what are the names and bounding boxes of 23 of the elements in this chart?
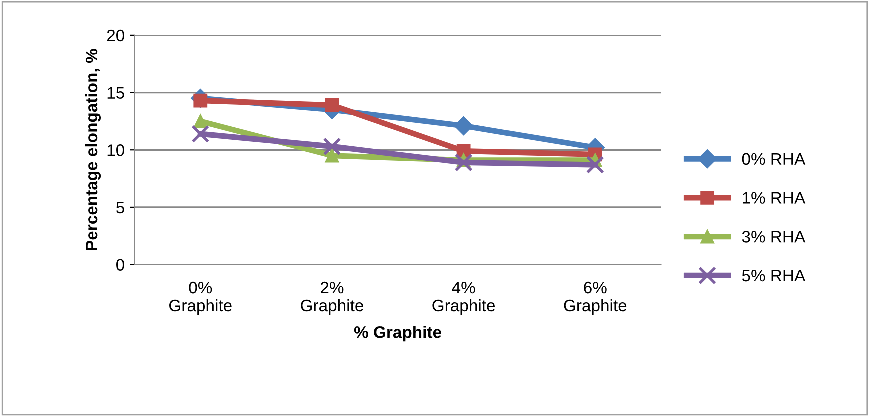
y-axis-title: Percentage elongation, % bbox=[85, 49, 102, 250]
legend-label: 3% RHA bbox=[742, 231, 806, 243]
point bbox=[192, 125, 210, 144]
x-tick-label: 6% Graphite bbox=[564, 282, 627, 315]
point bbox=[586, 156, 604, 174]
y-tick-label: 20 bbox=[107, 30, 124, 42]
x-tick-label: 2% Graphite bbox=[301, 282, 364, 315]
legend-label: 5% RHA bbox=[742, 270, 806, 282]
point bbox=[454, 116, 474, 136]
point bbox=[454, 154, 473, 172]
y-tick-label: 10 bbox=[108, 144, 124, 156]
point bbox=[325, 98, 340, 112]
point bbox=[325, 148, 340, 163]
x-axis-title: % Graphite bbox=[354, 326, 442, 342]
legend-label: 0% RHA bbox=[742, 153, 806, 166]
legend-label: 1% RHA bbox=[743, 192, 806, 204]
y-tick-label: 0 bbox=[116, 259, 124, 271]
y-tick-label: 5 bbox=[116, 202, 124, 214]
point bbox=[323, 138, 342, 156]
x-tick-label: 0% Graphite bbox=[170, 282, 232, 315]
x-tick-label: 4% Graphite bbox=[432, 282, 496, 315]
point bbox=[194, 114, 208, 128]
y-tick-label: 15 bbox=[108, 87, 124, 99]
